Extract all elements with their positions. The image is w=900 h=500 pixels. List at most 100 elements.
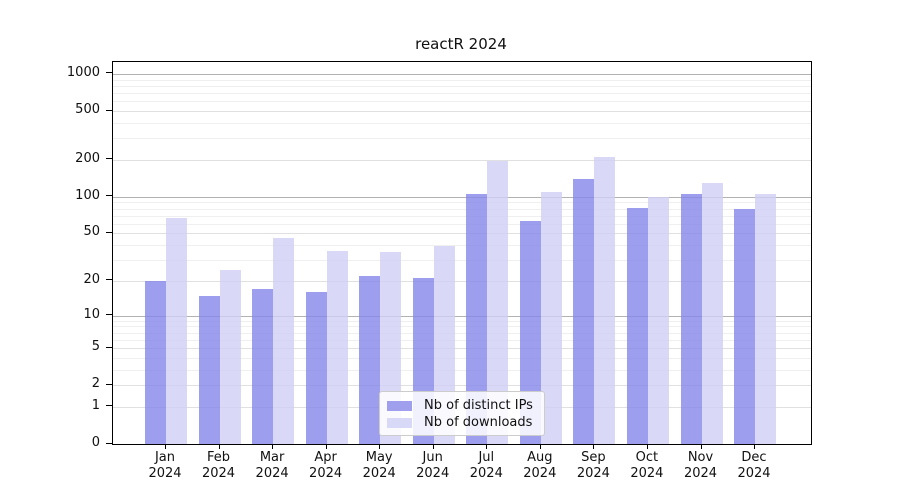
x-tick-label: Aug 2024 <box>508 450 572 482</box>
bar-downloads-sep <box>594 156 616 444</box>
bar-ips-nov <box>680 194 702 444</box>
x-tick-month: Jul <box>478 450 495 465</box>
major-gridline <box>113 111 811 112</box>
y-tick-mark <box>106 383 112 385</box>
x-tick-year: 2024 <box>737 466 771 481</box>
bar-downloads-apr <box>326 250 348 444</box>
x-tick-year: 2024 <box>362 466 396 481</box>
legend-label: Nb of distinct IPs <box>424 398 533 413</box>
x-tick-label: Jun 2024 <box>401 450 465 482</box>
bar-downloads-mar <box>273 237 295 444</box>
x-tick-year: 2024 <box>309 466 343 481</box>
y-tick-label: 200 <box>75 150 100 166</box>
x-tick-year: 2024 <box>576 466 610 481</box>
legend-swatch-icon <box>387 417 412 428</box>
bar-downloads-feb <box>219 269 241 444</box>
bar-ips-oct <box>626 208 648 444</box>
plot-area <box>112 61 812 445</box>
minor-gridline <box>113 215 811 217</box>
bar-ips-may <box>359 276 381 444</box>
x-tick-label: Feb 2024 <box>187 450 251 482</box>
minor-gridline <box>113 245 811 247</box>
minor-gridline <box>113 138 811 140</box>
x-tick-month: Nov <box>687 450 714 465</box>
x-tick-year: 2024 <box>416 466 450 481</box>
y-tick-label: 100 <box>75 187 100 203</box>
x-tick-mark <box>486 444 488 449</box>
x-tick-mark <box>165 444 166 449</box>
minor-gridline <box>113 326 811 328</box>
x-tick-label: Jul 2024 <box>454 450 518 482</box>
x-tick-year: 2024 <box>201 466 236 481</box>
y-tick-mark <box>106 72 112 74</box>
minor-gridline <box>113 101 811 103</box>
y-tick-label: 2 <box>91 376 100 392</box>
bar-ips-feb <box>198 295 220 444</box>
x-tick-month: Jan <box>154 450 176 465</box>
y-tick-label: 1 <box>91 397 100 413</box>
x-tick-year: 2024 <box>255 466 289 481</box>
bar-downloads-oct <box>647 196 669 444</box>
minor-gridline <box>113 93 811 94</box>
x-tick-month: Feb <box>206 450 231 465</box>
x-tick-month: Apr <box>314 450 337 465</box>
bar-downloads-jan <box>166 218 187 444</box>
x-tick-year: 2024 <box>148 466 182 481</box>
x-tick-mark <box>539 444 541 449</box>
x-tick-mark <box>432 444 434 449</box>
x-tick-month: Jun <box>422 450 443 465</box>
x-tick-year: 2024 <box>683 466 718 481</box>
x-tick-label: Nov 2024 <box>669 450 733 482</box>
x-tick-month: May <box>365 450 393 465</box>
y-tick-mark <box>106 231 112 233</box>
legend-swatch-icon <box>387 400 412 411</box>
bar-ips-jan <box>145 280 166 444</box>
y-tick-label: 1000 <box>66 64 100 80</box>
y-tick-mark <box>106 405 112 407</box>
x-tick-month: Sep <box>581 450 606 465</box>
x-tick-year: 2024 <box>630 466 664 481</box>
major-gridline <box>113 196 811 198</box>
x-tick-label: Jan 2024 <box>133 450 197 482</box>
x-tick-mark <box>218 444 220 449</box>
x-tick-label: May 2024 <box>347 450 411 482</box>
x-tick-month: Mar <box>259 450 285 465</box>
x-tick-mark <box>593 444 595 449</box>
x-tick-label: Sep 2024 <box>561 450 625 482</box>
x-tick-mark <box>272 444 274 449</box>
major-gridline <box>113 385 811 387</box>
x-tick-label: Mar 2024 <box>240 450 304 482</box>
x-tick-month: Dec <box>741 450 767 465</box>
legend-entry: Nb of distinct IPs <box>387 397 536 414</box>
major-gridline <box>113 348 811 349</box>
y-tick-mark <box>106 279 112 281</box>
y-tick-label: 5 <box>91 339 100 354</box>
minor-gridline <box>113 357 811 359</box>
legend-label: Nb of downloads <box>424 415 533 430</box>
legend: Nb of distinct IPs Nb of downloads <box>379 391 545 436</box>
minor-gridline <box>113 202 811 204</box>
bar-ips-dec <box>734 208 755 444</box>
y-tick-mark <box>106 442 112 444</box>
bar-ips-sep <box>573 178 595 444</box>
y-tick-mark <box>106 158 112 160</box>
bar-downloads-dec <box>755 194 776 444</box>
major-gridline <box>113 159 811 161</box>
minor-gridline <box>113 85 811 87</box>
x-tick-year: 2024 <box>523 466 557 481</box>
x-tick-mark <box>754 444 755 449</box>
minor-gridline <box>113 369 811 371</box>
x-tick-label: Dec 2024 <box>722 450 786 482</box>
bar-ips-mar <box>252 289 274 444</box>
major-gridline <box>113 315 811 317</box>
x-tick-label: Oct 2024 <box>615 450 679 482</box>
y-tick-mark <box>106 314 112 316</box>
y-tick-mark <box>106 109 112 111</box>
y-tick-mark <box>106 195 112 197</box>
major-gridline <box>113 73 811 75</box>
minor-gridline <box>113 332 811 334</box>
x-tick-month: Aug <box>527 450 553 465</box>
y-tick-label: 50 <box>83 224 100 240</box>
minor-gridline <box>113 223 811 225</box>
